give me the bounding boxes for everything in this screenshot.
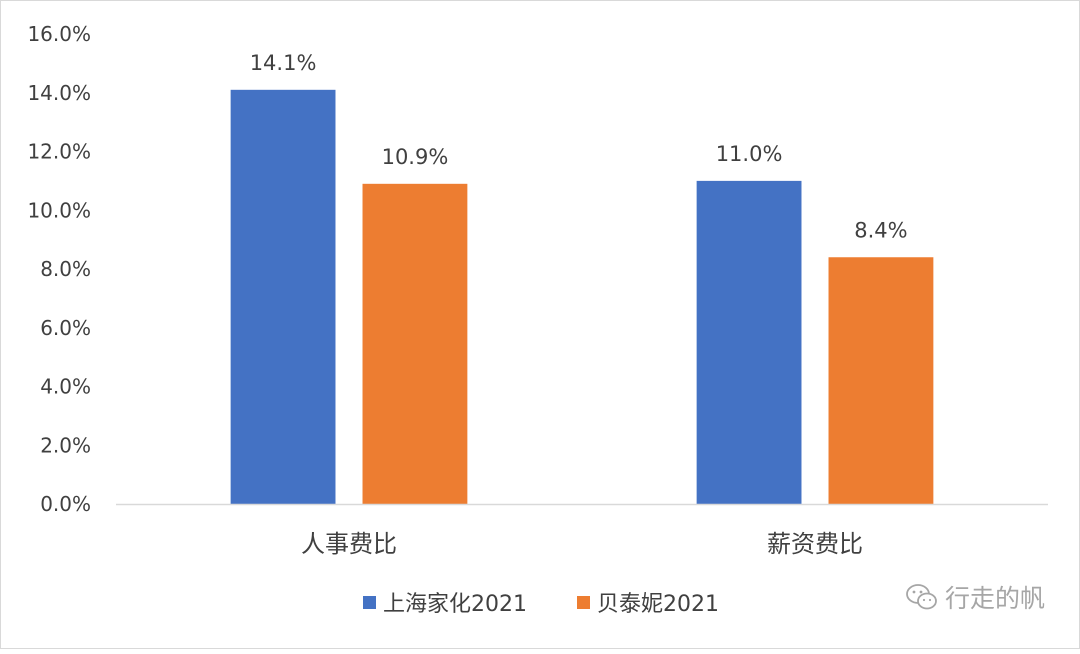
bar-series2 xyxy=(828,257,934,504)
y-tick-label: 12.0% xyxy=(27,140,91,164)
legend: 上海家化2021 贝泰妮2021 xyxy=(363,592,719,617)
data-label: 11.0% xyxy=(716,142,783,166)
bars-group: 14.1% 10.9% 11.0% 8.4% xyxy=(230,51,934,504)
y-tick-label: 0.0% xyxy=(40,492,91,516)
legend-swatch xyxy=(363,596,376,609)
y-tick-label: 2.0% xyxy=(40,433,91,457)
y-tick-label: 4.0% xyxy=(40,375,91,399)
x-category-label: 薪资费比 xyxy=(767,530,863,558)
watermark-text: 行走的帆 xyxy=(944,584,1045,613)
legend-label: 上海家化2021 xyxy=(383,592,527,617)
y-tick-label: 16.0% xyxy=(27,22,91,46)
y-axis: 0.0% 2.0% 4.0% 6.0% 8.0% 10.0% 12.0% 14.0% 16.0% xyxy=(27,22,91,516)
bar-series2 xyxy=(362,183,468,504)
y-tick-label: 10.0% xyxy=(27,198,91,222)
x-category-label: 人事费比 xyxy=(301,530,397,558)
x-axis: 人事费比 薪资费比 xyxy=(116,503,1048,558)
bar-series1 xyxy=(230,89,336,504)
y-tick-label: 8.0% xyxy=(40,257,91,281)
y-tick-label: 14.0% xyxy=(27,81,91,105)
data-label: 14.1% xyxy=(250,51,317,75)
legend-label: 贝泰妮2021 xyxy=(597,592,719,617)
wechat-icon xyxy=(906,584,937,610)
data-label: 8.4% xyxy=(854,218,907,242)
data-label: 10.9% xyxy=(382,145,449,169)
bar-series1 xyxy=(696,180,802,504)
legend-swatch xyxy=(577,596,590,609)
watermark: 行走的帆 xyxy=(905,579,1045,615)
y-tick-label: 6.0% xyxy=(40,316,91,340)
